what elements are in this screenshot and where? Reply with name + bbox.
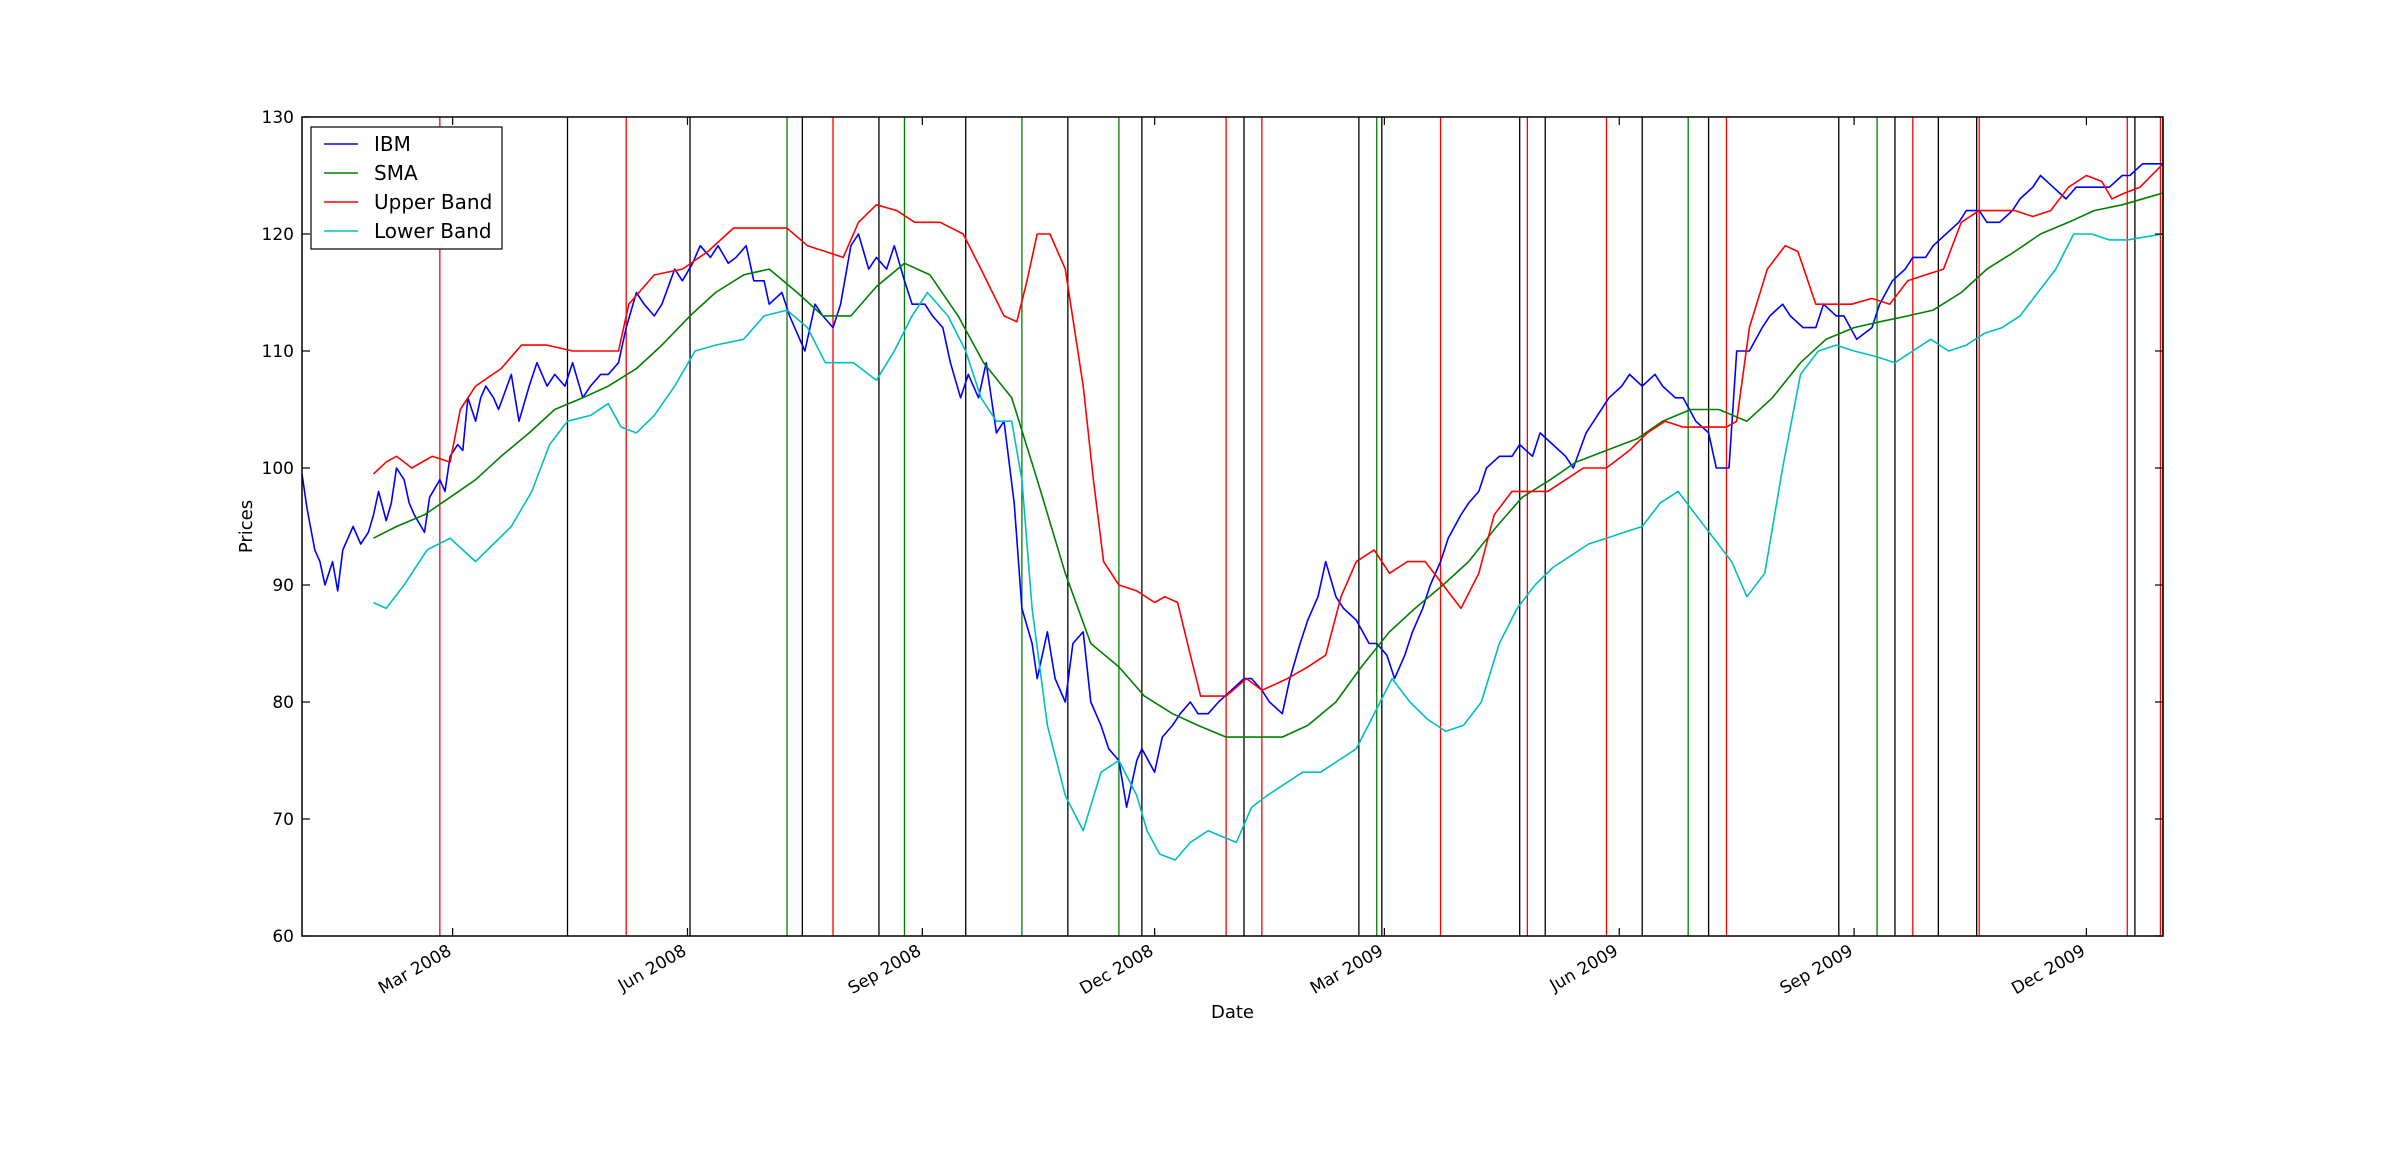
y-axis-title: Prices bbox=[236, 500, 257, 553]
legend-label-lower-band: Lower Band bbox=[374, 219, 492, 243]
y-tick-label: 100 bbox=[262, 459, 294, 479]
y-axis: 60 70 80 90 100 110 120 130 bbox=[262, 108, 2163, 947]
y-tick-label: 70 bbox=[272, 810, 294, 830]
plot-frame bbox=[301, 116, 2164, 937]
series-line-ibm bbox=[301, 163, 2163, 809]
y-tick-label: 60 bbox=[272, 927, 294, 947]
legend-label-ibm: IBM bbox=[374, 132, 411, 156]
series-line-sma bbox=[373, 192, 2164, 738]
series-lines bbox=[301, 163, 2164, 861]
legend: IBM SMA Upper Band Lower Band bbox=[310, 126, 503, 250]
legend-label-sma: SMA bbox=[374, 161, 418, 185]
vertical-markers bbox=[439, 117, 2164, 936]
y-tick-label: 130 bbox=[262, 108, 294, 128]
series-line-lower-band bbox=[373, 233, 2164, 861]
x-axis-title: Date bbox=[1211, 1002, 1254, 1023]
series-line-upper-band bbox=[372, 163, 2164, 697]
y-tick-label: 110 bbox=[262, 342, 294, 362]
y-tick-label: 120 bbox=[262, 225, 294, 245]
y-tick-label: 80 bbox=[272, 693, 294, 713]
legend-box bbox=[310, 126, 503, 250]
legend-label-upper-band: Upper Band bbox=[374, 190, 492, 214]
y-tick-label: 90 bbox=[272, 576, 294, 596]
